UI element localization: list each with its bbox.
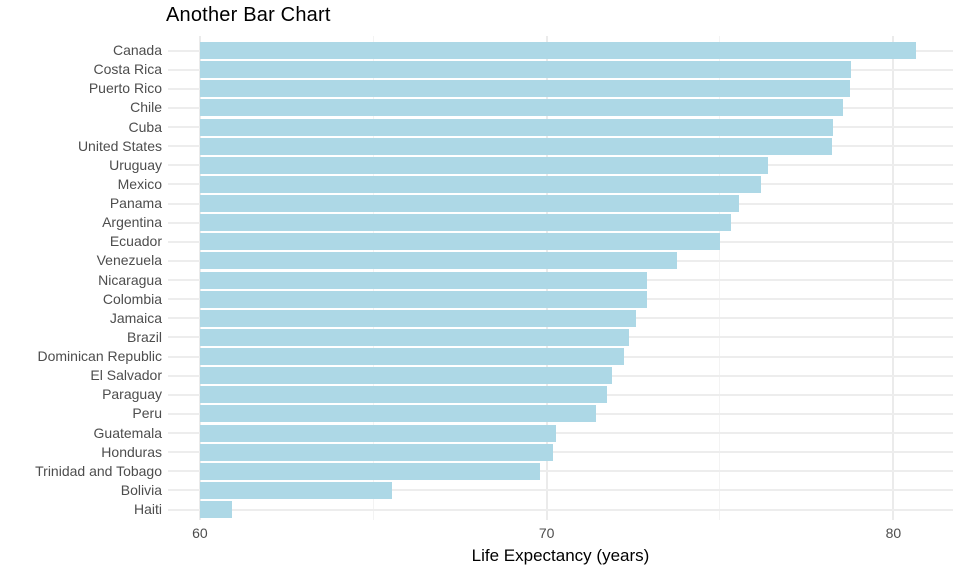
y-label-ecuador: Ecuador: [109, 233, 162, 250]
bar-uruguay: [199, 156, 768, 174]
gridline-major-x-80: [892, 36, 895, 520]
gridline-minor-x-75: [719, 36, 721, 520]
y-label-venezuela: Venezuela: [96, 252, 162, 269]
y-label-panama: Panama: [109, 195, 162, 211]
y-label-canada: Canada: [112, 42, 162, 58]
bar-colombia: [199, 290, 647, 308]
gridline-y-category: [168, 432, 953, 434]
y-label-honduras: Honduras: [101, 443, 162, 460]
chart-title: Another Bar Chart: [166, 4, 331, 26]
y-label-costa-rica: Costa Rica: [93, 61, 162, 78]
bar-puerto-rico: [199, 80, 850, 98]
y-label-mexico: Mexico: [117, 175, 162, 192]
bar-dominican-republic: [199, 348, 625, 365]
bar-chile: [199, 99, 844, 117]
gridline-y-category: [168, 451, 953, 454]
bar-argentina: [199, 214, 732, 232]
bar-canada: [199, 42, 916, 59]
bar-jamaica: [199, 309, 636, 327]
y-label-bolivia: Bolivia: [120, 481, 162, 498]
y-label-puerto-rico: Puerto Rico: [88, 80, 162, 97]
bar-mexico: [199, 175, 762, 193]
y-label-chile: Chile: [130, 99, 162, 116]
gridline-y-category: [168, 508, 953, 511]
x-tick-label-80: 80: [885, 525, 902, 541]
y-label-cuba: Cuba: [128, 118, 162, 135]
bar-united-states: [199, 137, 833, 155]
y-label-trinidad-and-tobago: Trinidad and Tobago: [35, 462, 162, 479]
bar-bolivia: [199, 481, 393, 499]
y-label-paraguay: Paraguay: [102, 386, 162, 403]
y-label-brazil: Brazil: [126, 328, 162, 345]
plot-panel: [168, 36, 953, 520]
bar-nicaragua: [199, 271, 648, 289]
x-tick-label-60: 60: [192, 525, 208, 541]
y-label-guatemala: Guatemala: [93, 424, 162, 441]
bar-guatemala: [199, 424, 556, 442]
bar-venezuela: [199, 252, 677, 270]
y-label-nicaragua: Nicaragua: [98, 271, 162, 288]
y-label-dominican-republic: Dominican Republic: [37, 348, 162, 364]
y-label-argentina: Argentina: [102, 214, 162, 231]
y-label-united-states: United States: [77, 137, 162, 154]
y-label-uruguay: Uruguay: [109, 156, 162, 173]
gridline-y-category: [168, 489, 953, 492]
x-tick-label-70: 70: [538, 525, 555, 541]
bar-costa-rica: [199, 61, 852, 79]
y-label-jamaica: Jamaica: [109, 309, 162, 326]
y-label-haiti: Haiti: [133, 501, 162, 517]
bar-panama: [199, 195, 739, 212]
x-axis-title: Life Expectancy (years): [471, 546, 650, 565]
bar-haiti: [199, 501, 232, 518]
gridline-y-category: [168, 470, 953, 473]
bar-cuba: [199, 118, 834, 136]
y-label-peru: Peru: [132, 405, 162, 422]
y-axis-labels: Canada Costa Rica Puerto Rico Chile Cuba Unit…: [0, 36, 162, 520]
bar-trinidad-and-tobago: [199, 462, 541, 480]
bar-honduras: [199, 443, 554, 461]
bar-paraguay: [199, 386, 608, 404]
bar-peru: [199, 405, 596, 423]
y-label-colombia: Colombia: [102, 290, 162, 307]
bar-ecuador: [199, 233, 720, 251]
bar-el-salvador: [199, 367, 612, 385]
y-label-el-salvador: El Salvador: [90, 367, 162, 384]
bar-brazil: [199, 328, 630, 346]
